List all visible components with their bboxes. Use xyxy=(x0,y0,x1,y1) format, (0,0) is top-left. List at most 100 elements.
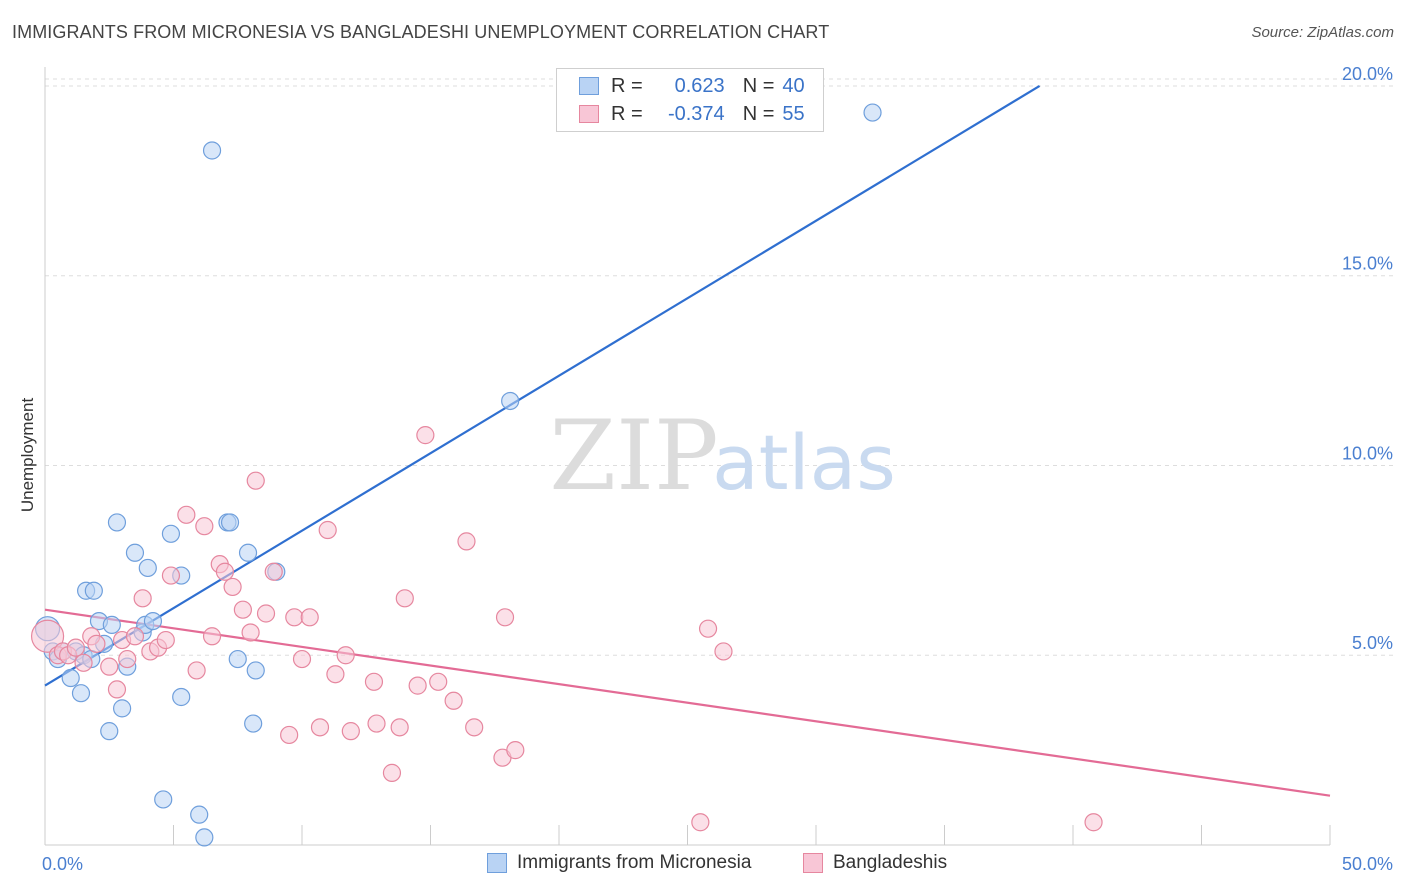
legend-swatch-pink xyxy=(579,105,599,123)
micronesia-point xyxy=(100,722,119,741)
micronesia-point xyxy=(161,524,181,543)
legend-swatch-blue xyxy=(579,77,599,95)
series-legend: Immigrants from Micronesia Bangladeshis xyxy=(0,852,1406,878)
micronesia-point xyxy=(863,103,882,122)
micronesia-trend-line xyxy=(44,85,1041,687)
bangladeshi-point xyxy=(390,718,409,737)
bangladeshi-point xyxy=(177,505,196,524)
bangladeshi-point xyxy=(264,562,283,581)
bangladeshi-point xyxy=(256,604,276,623)
bangladeshi-point xyxy=(133,589,152,608)
legend-row-bangladeshis: R = -0.374 N = 55 xyxy=(579,102,805,126)
micronesia-point xyxy=(501,391,520,411)
micronesia-point xyxy=(125,543,145,562)
bangladeshi-point xyxy=(1084,813,1103,832)
bangladeshi-point xyxy=(100,657,119,676)
micronesia-point xyxy=(138,558,157,578)
micronesia-point xyxy=(107,513,127,532)
series-swatch-blue xyxy=(487,853,507,873)
x-tick-label: 0.0% xyxy=(42,854,83,874)
micronesia-point xyxy=(71,684,91,703)
micronesia-point xyxy=(190,805,209,824)
bangladeshi-point xyxy=(318,520,337,540)
y-tick-label: 20.0% xyxy=(1342,64,1393,84)
bangladeshi-point xyxy=(87,634,106,653)
micronesia-point xyxy=(202,141,222,160)
series-legend-label: Bangladeshis xyxy=(833,852,948,873)
bangladeshi-point xyxy=(280,725,299,745)
legend-n-value: 55 xyxy=(782,102,805,125)
bangladeshi-point xyxy=(107,680,127,699)
watermark-zip: ZIP xyxy=(549,400,718,512)
bangladeshi-point xyxy=(202,627,222,646)
micronesia-point xyxy=(238,543,258,562)
bangladeshi-point xyxy=(336,646,355,665)
y-tick-label: 15.0% xyxy=(1342,254,1393,274)
bangladeshi-point xyxy=(367,714,386,733)
bangladeshi-point xyxy=(300,608,319,627)
bangladeshi-point xyxy=(341,722,360,741)
bangladeshi-point xyxy=(429,672,448,691)
micronesia-point xyxy=(244,714,263,733)
micronesia-point xyxy=(220,513,240,532)
watermark-atlas: atlas xyxy=(712,418,896,507)
micronesia-point xyxy=(102,615,121,634)
bangladeshi-point xyxy=(382,763,402,782)
bangladeshi-point xyxy=(395,589,414,608)
bangladeshi-point xyxy=(416,426,435,445)
bangladeshi-point xyxy=(223,577,242,597)
y-tick-label: 10.0% xyxy=(1342,443,1393,463)
micronesia-point xyxy=(112,699,132,718)
bangladeshi-point xyxy=(714,642,733,661)
bangladeshi-point xyxy=(465,718,484,737)
bangladeshi-point xyxy=(125,627,145,646)
bangladeshi-point xyxy=(161,566,181,585)
correlation-legend: R = 0.623 N = 40 R = -0.374 N = 55 xyxy=(556,68,824,132)
micronesia-point xyxy=(246,661,265,680)
bangladeshi-point xyxy=(444,691,463,710)
bangladeshi-point xyxy=(310,718,330,737)
bangladeshi-point xyxy=(698,619,718,638)
bangladeshi-point xyxy=(66,638,85,657)
bangladeshi-point xyxy=(495,608,515,627)
micronesia-point xyxy=(195,828,214,847)
legend-r-value: -0.374 xyxy=(667,102,725,125)
legend-r-label: R = xyxy=(611,74,643,97)
bangladeshi-point xyxy=(74,653,93,672)
legend-n-label: N = xyxy=(742,74,775,97)
bangladeshi-point xyxy=(285,608,304,627)
micronesia-point xyxy=(143,611,163,631)
x-tick-label: 50.0% xyxy=(1342,854,1393,874)
micronesia-point xyxy=(84,581,103,600)
bangladeshi-point xyxy=(246,471,265,490)
bangladeshi-point xyxy=(457,532,476,551)
legend-r-label: R = xyxy=(611,102,643,125)
bangladeshi-trend-line xyxy=(44,608,1331,797)
bangladeshi-point xyxy=(30,619,65,653)
legend-r-value: 0.623 xyxy=(674,74,725,97)
micronesia-point xyxy=(228,649,247,669)
legend-row-micronesia: R = 0.623 N = 40 xyxy=(579,74,805,98)
series-legend-label: Immigrants from Micronesia xyxy=(517,852,752,873)
series-legend-bangladeshis[interactable]: Bangladeshis xyxy=(803,852,947,874)
micronesia-point xyxy=(172,687,191,707)
bangladeshi-point xyxy=(156,630,175,650)
bangladeshi-point xyxy=(215,562,234,581)
bangladeshi-point xyxy=(691,813,710,832)
bangladeshi-point xyxy=(187,661,206,680)
chart-title: IMMIGRANTS FROM MICRONESIA VS BANGLADESH… xyxy=(12,22,830,42)
bangladeshi-point xyxy=(364,672,384,691)
y-axis-label: Unemployment xyxy=(18,397,37,513)
bangladeshi-point xyxy=(233,600,252,619)
bangladeshi-point xyxy=(118,649,137,669)
micronesia-point xyxy=(61,668,80,688)
y-tick-label: 5.0% xyxy=(1352,633,1393,653)
bangladeshi-point xyxy=(195,517,214,536)
legend-n-value: 40 xyxy=(782,74,805,97)
bangladeshi-point xyxy=(292,649,312,669)
source-label: Source: ZipAtlas.com xyxy=(1251,24,1394,41)
series-swatch-pink xyxy=(803,853,823,873)
series-legend-micronesia[interactable]: Immigrants from Micronesia xyxy=(487,852,751,874)
bangladeshi-point xyxy=(326,665,345,684)
